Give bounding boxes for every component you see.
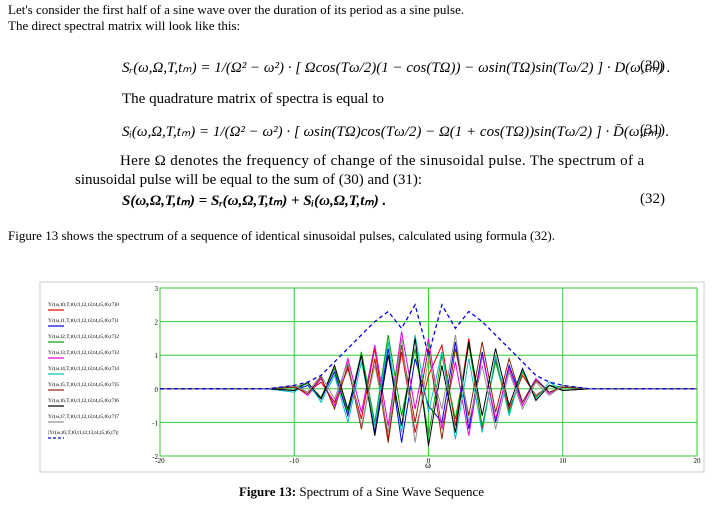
y-tick-label: 1 [155, 352, 159, 360]
series-line [160, 303, 697, 390]
equation-number: (32) [640, 191, 665, 207]
text: The quadrature matrix of spectra is equa… [122, 91, 384, 107]
legend-label: Yr(ω,t0,T,t0,t1,t2,t3,t4,t5,t6,t7)0 [48, 301, 119, 308]
y-tick-label: 0 [155, 386, 159, 394]
series-line [160, 338, 697, 446]
series-line [160, 334, 697, 436]
x-tick-label: 10 [559, 457, 567, 465]
y-tick-label: -1 [152, 419, 158, 427]
caption-text: Spectrum of a Sine Wave Sequence [299, 484, 485, 499]
legend-label: Yr(ω,t5,T,t0,t1,t2,t3,t4,t5,t6,t7)5 [48, 381, 119, 388]
equation: S(ω,Ω,T,tₘ) = Sᵣ(ω,Ω,T,tₘ) + Sᵢ(ω,Ω,T,tₘ… [122, 193, 387, 209]
equation-number: (31) [640, 122, 665, 138]
legend-label: Yr(ω,t4,T,t0,t1,t2,t3,t4,t5,t6,t7)4 [48, 365, 119, 372]
y-tick-label: 2 [155, 319, 159, 327]
text: Here Ω denotes the frequency of change o… [120, 153, 645, 169]
x-axis-label: ω [425, 460, 431, 470]
y-tick-label: -2 [152, 453, 158, 461]
figure-frame [39, 281, 705, 473]
text: Figure 13 shows the spectrum of a sequen… [8, 228, 555, 243]
y-tick-label: 3 [155, 285, 159, 293]
text: sinusoidal pulse will be equal to the su… [75, 172, 423, 188]
x-tick-label: 20 [694, 457, 702, 465]
series-line [160, 341, 697, 443]
series-line [160, 331, 697, 436]
caption: Figure 13: Spectrum of a Sine Wave Seque… [0, 484, 723, 500]
equation-number: (30) [640, 58, 665, 74]
text: Let's consider the first half of a sine … [8, 2, 465, 17]
text: The direct spectral matrix will look lik… [8, 18, 241, 33]
legend-label: Yr(ω,t6,T,t0,t1,t2,t3,t4,t5,t6,t7)6 [48, 397, 119, 404]
x-tick-label: -10 [290, 457, 300, 465]
legend-label: Yr(ω,t3,T,t0,t1,t2,t3,t4,t5,t6,t7)3 [48, 349, 119, 356]
series-line [160, 334, 697, 440]
x-tick-label: 0 [427, 457, 431, 465]
x-tick-label: -20 [155, 457, 165, 465]
series-line [160, 338, 697, 440]
equation: Sᵢ(ω,Ω,T,tₘ) = 1/(Ω² − ω²) · [ ωsin(TΩ)c… [122, 124, 670, 140]
legend-label: Yr(ω,t1,T,t0,t1,t2,t3,t4,t5,t6,t7)1 [48, 317, 119, 324]
equation: Sᵣ(ω,Ω,T,tₘ) = 1/(Ω² − ω²) · [ Ωcos(Tω/2… [122, 60, 671, 76]
caption-label: Figure 13: [238, 484, 297, 499]
legend-label: Yr(ω,t7,T,t0,t1,t2,t3,t4,t5,t6,t7)7 [48, 413, 119, 420]
legend-label: |Yr(ω,t0,T,t0,t1,t2,t3,t4,t5,t6,t7)| [48, 429, 119, 436]
legend-label: Yr(ω,t2,T,t0,t1,t2,t3,t4,t5,t6,t7)2 [48, 333, 119, 340]
